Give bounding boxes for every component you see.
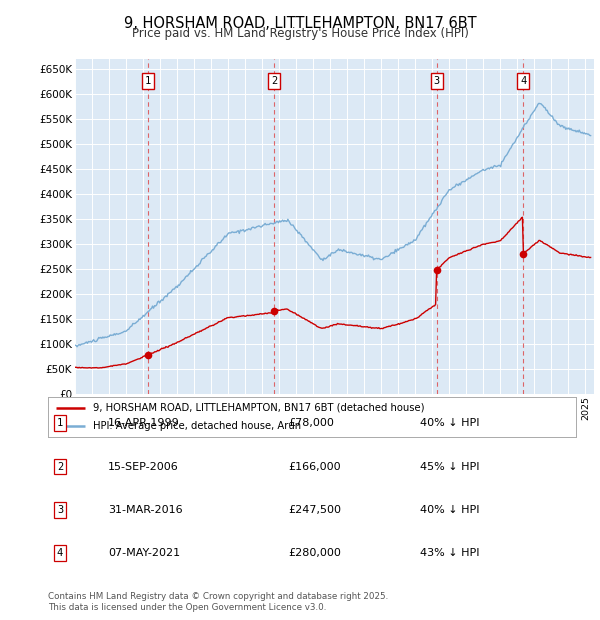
Text: 40% ↓ HPI: 40% ↓ HPI: [420, 505, 479, 515]
Text: Price paid vs. HM Land Registry's House Price Index (HPI): Price paid vs. HM Land Registry's House …: [131, 27, 469, 40]
Text: 2: 2: [57, 461, 63, 472]
Text: £78,000: £78,000: [288, 418, 334, 428]
Text: £247,500: £247,500: [288, 505, 341, 515]
Text: Contains HM Land Registry data © Crown copyright and database right 2025.
This d: Contains HM Land Registry data © Crown c…: [48, 592, 388, 611]
Text: 1: 1: [145, 76, 151, 86]
Text: £280,000: £280,000: [288, 548, 341, 559]
Text: 3: 3: [433, 76, 440, 86]
Text: HPI: Average price, detached house, Arun: HPI: Average price, detached house, Arun: [93, 421, 301, 432]
Text: 4: 4: [57, 548, 63, 559]
Text: 15-SEP-2006: 15-SEP-2006: [108, 461, 179, 472]
Text: 45% ↓ HPI: 45% ↓ HPI: [420, 461, 479, 472]
Text: 31-MAR-2016: 31-MAR-2016: [108, 505, 182, 515]
Text: 40% ↓ HPI: 40% ↓ HPI: [420, 418, 479, 428]
Text: 07-MAY-2021: 07-MAY-2021: [108, 548, 180, 559]
Text: 9, HORSHAM ROAD, LITTLEHAMPTON, BN17 6BT: 9, HORSHAM ROAD, LITTLEHAMPTON, BN17 6BT: [124, 16, 476, 30]
Text: 16-APR-1999: 16-APR-1999: [108, 418, 180, 428]
Text: 43% ↓ HPI: 43% ↓ HPI: [420, 548, 479, 559]
Text: £166,000: £166,000: [288, 461, 341, 472]
Text: 1: 1: [57, 418, 63, 428]
Text: 4: 4: [520, 76, 527, 86]
Text: 9, HORSHAM ROAD, LITTLEHAMPTON, BN17 6BT (detached house): 9, HORSHAM ROAD, LITTLEHAMPTON, BN17 6BT…: [93, 402, 424, 413]
Text: 2: 2: [271, 76, 277, 86]
Text: 3: 3: [57, 505, 63, 515]
